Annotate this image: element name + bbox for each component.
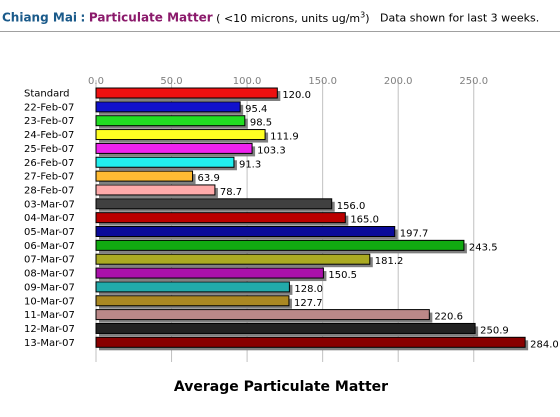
category-label: Standard [24, 89, 70, 100]
bar [95, 267, 324, 279]
data-label: 128.0 [294, 284, 323, 295]
category-label: 09-Mar-07 [24, 282, 75, 293]
bar [95, 239, 465, 251]
data-note: Data shown for last 3 weeks. [380, 11, 540, 25]
bar [95, 322, 476, 334]
data-label: 103.3 [257, 145, 286, 156]
header-divider [0, 31, 560, 32]
data-label: 120.0 [282, 90, 311, 101]
bar [95, 309, 430, 321]
bar [95, 226, 396, 237]
chart-header: Chiang Mai : Particulate Matter ( <10 mi… [2, 10, 539, 25]
category-label: 08-Mar-07 [24, 269, 75, 280]
category-label: 05-Mar-07 [24, 227, 75, 238]
bar [95, 156, 235, 168]
units-text: ( <10 microns, units ug/m3) [216, 10, 370, 25]
data-label: 78.7 [220, 187, 242, 198]
header-separator: : [80, 10, 86, 25]
data-label: 91.3 [239, 159, 261, 170]
bars [95, 87, 529, 351]
x-axis-label: Average Particulate Matter [174, 379, 388, 395]
data-label: 98.5 [250, 118, 272, 129]
units-close: ) [365, 11, 370, 25]
bar [95, 281, 290, 293]
bar [95, 295, 290, 307]
data-label: 63.9 [198, 173, 220, 184]
bar [95, 253, 371, 265]
bar [95, 184, 216, 196]
data-label: 165.0 [350, 215, 379, 226]
bar [95, 212, 346, 224]
data-label: 197.7 [400, 229, 429, 240]
x-tick-labels: 0.0 50.0 100.0 150.0 200.0 250.0 [88, 76, 488, 87]
category-label: 26-Feb-07 [24, 158, 74, 169]
category-label: 10-Mar-07 [24, 296, 75, 307]
bar [95, 142, 253, 154]
category-label: 13-Mar-07 [24, 338, 75, 349]
x-tick-label: 150.0 [308, 76, 337, 87]
x-tick-label: 100.0 [233, 76, 262, 87]
units-superscript: 3 [360, 10, 366, 19]
category-label: 11-Mar-07 [24, 310, 75, 321]
category-label: 25-Feb-07 [24, 144, 74, 155]
bar [95, 101, 241, 113]
category-label: 04-Mar-07 [24, 213, 75, 224]
category-labels: Standard 22-Feb-07 23-Feb-07 24-Feb-07 25-Fe… [24, 89, 75, 349]
x-tick-label: 50.0 [160, 76, 182, 87]
category-label: 22-Feb-07 [24, 102, 74, 113]
data-label: 181.2 [375, 256, 404, 267]
data-label: 127.7 [294, 298, 323, 309]
x-tick-label: 0.0 [88, 76, 104, 87]
data-label: 220.6 [434, 312, 463, 323]
x-tick-label: 200.0 [384, 76, 413, 87]
category-label: 06-Mar-07 [24, 241, 75, 252]
category-label: 23-Feb-07 [24, 116, 74, 127]
bar [95, 198, 333, 210]
data-label: 250.9 [480, 325, 509, 336]
category-label: 28-Feb-07 [24, 185, 74, 196]
category-label: 24-Feb-07 [24, 130, 74, 141]
bar [95, 115, 246, 127]
bar [95, 87, 278, 99]
category-label: 03-Mar-07 [24, 199, 75, 210]
data-label: 150.5 [328, 270, 357, 281]
data-labels: 120.0 95.4 98.5 111.9 103.3 91.3 63.978.7 156.0… [198, 90, 559, 350]
x-tick-label: 250.0 [459, 76, 488, 87]
data-label: 111.9 [270, 132, 299, 143]
parameter-name: Particulate Matter [88, 10, 213, 25]
city-name: Chiang Mai [2, 10, 78, 25]
category-label: 27-Feb-07 [24, 172, 74, 183]
category-label: 07-Mar-07 [24, 255, 75, 266]
units-open: ( <10 microns, units ug/m [216, 11, 361, 25]
category-label: 12-Mar-07 [24, 324, 75, 335]
data-label: 95.4 [245, 104, 267, 115]
data-label: 243.5 [469, 242, 498, 253]
bar [95, 129, 266, 141]
bar [95, 170, 194, 182]
data-label: 156.0 [337, 201, 366, 212]
bar [95, 336, 526, 348]
data-label: 284.0 [530, 339, 559, 350]
